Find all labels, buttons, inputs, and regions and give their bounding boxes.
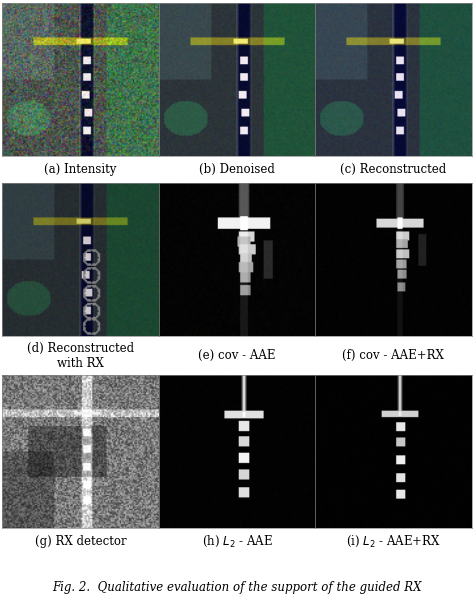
Text: (a) Intensity: (a) Intensity xyxy=(45,163,117,176)
Text: (d) Reconstructed
with RX: (d) Reconstructed with RX xyxy=(27,342,134,370)
Text: (g) RX detector: (g) RX detector xyxy=(35,535,127,548)
Text: (b) Denoised: (b) Denoised xyxy=(199,163,275,176)
Text: (i) $L_2$ - AAE+RX: (i) $L_2$ - AAE+RX xyxy=(346,534,441,549)
Text: (f) cov - AAE+RX: (f) cov - AAE+RX xyxy=(343,349,444,362)
Text: (c) Reconstructed: (c) Reconstructed xyxy=(340,163,447,176)
Text: (e) cov - AAE: (e) cov - AAE xyxy=(198,349,276,362)
Text: (h) $L_2$ - AAE: (h) $L_2$ - AAE xyxy=(201,534,273,549)
Text: Fig. 2.  Qualitative evaluation of the support of the guided RX: Fig. 2. Qualitative evaluation of the su… xyxy=(52,581,422,594)
